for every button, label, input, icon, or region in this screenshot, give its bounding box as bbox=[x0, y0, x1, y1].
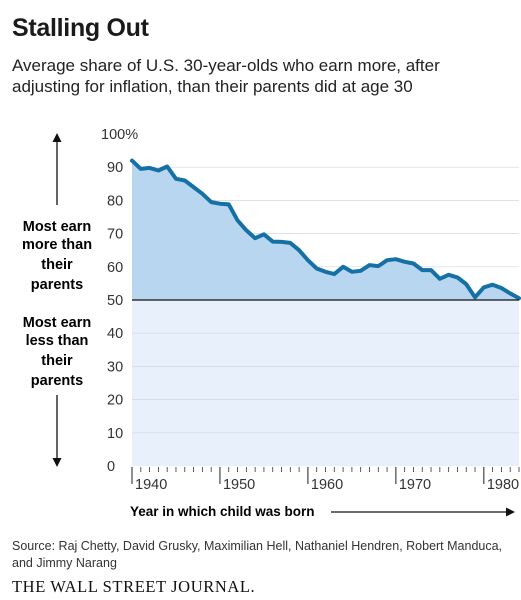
down-arrow-icon bbox=[52, 458, 62, 467]
y-tick-label: 20 bbox=[107, 393, 123, 409]
x-axis: 1940 1950 1960 1970 1980 bbox=[131, 467, 520, 493]
up-arrow-icon bbox=[52, 133, 62, 142]
above-label-line-1: Most earn bbox=[23, 219, 92, 235]
x-tick-label: 1960 bbox=[311, 477, 343, 493]
y-tick-label: 60 bbox=[107, 260, 123, 276]
y-tick-label: 0 bbox=[107, 459, 115, 475]
chart-subtitle: Average share of U.S. 30-year-olds who e… bbox=[12, 56, 440, 96]
y-tick-label: 10 bbox=[107, 426, 123, 442]
source-note: Source: Raj Chetty, David Grusky, Maximi… bbox=[12, 539, 503, 570]
y-tick-label: 80 bbox=[107, 193, 123, 209]
above-label-line-2: more than bbox=[22, 237, 92, 253]
above-label-line-3: their bbox=[41, 257, 73, 273]
series-line bbox=[130, 158, 521, 301]
publisher-logo: THE WALL STREET JOURNAL. bbox=[12, 577, 256, 596]
x-tick-label: 1950 bbox=[223, 477, 255, 493]
x-axis-title: Year in which child was born bbox=[130, 504, 315, 519]
right-arrow-icon bbox=[506, 507, 515, 517]
below-label-line-4: parents bbox=[31, 373, 83, 389]
below-label-line-1: Most earn bbox=[23, 315, 92, 331]
y-tick-label: 30 bbox=[107, 359, 123, 375]
series-area bbox=[132, 160, 519, 300]
y-tick-label: 40 bbox=[107, 326, 123, 342]
y-tick-label: 50 bbox=[107, 293, 123, 309]
above-label-line-4: parents bbox=[31, 277, 83, 293]
below-label-line-2: less than bbox=[26, 333, 89, 349]
chart-title: Stalling Out bbox=[12, 14, 149, 42]
x-tick-label: 1970 bbox=[399, 477, 431, 493]
x-tick-label: 1980 bbox=[487, 477, 519, 493]
y-axis-ticks: 0 10 20 30 40 50 60 70 80 90 100% bbox=[101, 127, 138, 475]
y-tick-label: 90 bbox=[107, 160, 123, 176]
x-tick-label: 1940 bbox=[135, 477, 167, 493]
y-tick-label: 100% bbox=[101, 127, 138, 143]
y-tick-label: 70 bbox=[107, 227, 123, 243]
below-label-line-3: their bbox=[41, 353, 73, 369]
lower-region-background bbox=[132, 300, 519, 466]
